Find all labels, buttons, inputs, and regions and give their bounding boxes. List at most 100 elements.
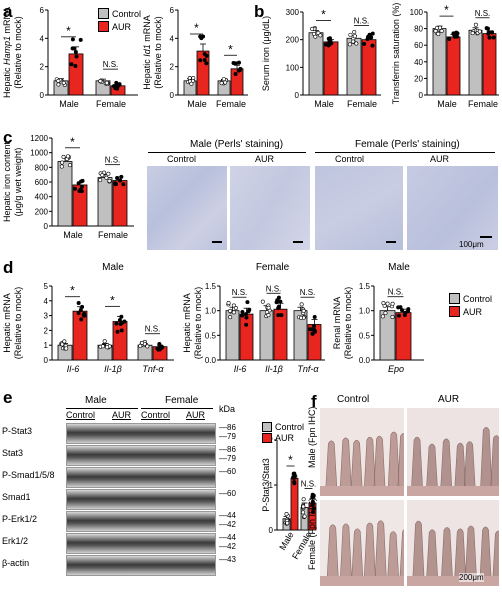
significance-label: N.S. <box>145 325 161 334</box>
data-point <box>381 301 386 306</box>
data-point <box>226 301 231 306</box>
data-point <box>396 313 401 318</box>
y-tick-label: 0 <box>44 222 49 231</box>
y-axis-label-part: Serum iron (μg/dL) <box>261 16 271 91</box>
data-point <box>73 64 78 69</box>
villus <box>386 531 400 586</box>
data-point <box>310 26 315 31</box>
bar-control-0 <box>308 32 324 96</box>
data-point <box>74 54 79 59</box>
y-tick-label: 0 <box>44 356 49 365</box>
data-point <box>80 304 85 309</box>
blot-band-strip <box>66 533 216 554</box>
significance-label: N.S. <box>300 288 316 297</box>
data-point <box>231 303 236 308</box>
category-label: Il-1β <box>104 364 122 374</box>
data-point <box>228 308 233 313</box>
data-point <box>65 154 70 159</box>
y-axis-label: Hepatic Id1 mRNA <box>142 15 152 90</box>
data-point <box>228 315 233 320</box>
y-tick-label: 40 <box>414 58 423 67</box>
data-point <box>347 42 352 47</box>
data-point <box>69 62 74 67</box>
ihc-villi-drawing <box>320 520 404 586</box>
ihc-header-control: Control <box>337 394 370 405</box>
data-point <box>310 327 315 332</box>
blot-kda-marker: —42 <box>219 542 236 551</box>
significance-label: N.S. <box>105 156 121 165</box>
blot-band-strip <box>66 423 216 444</box>
y-axis-label-part: Id1 <box>142 44 152 57</box>
data-point <box>79 184 84 189</box>
data-point <box>291 475 296 480</box>
villus <box>412 520 425 586</box>
blot-kda-marker: —86 <box>219 445 236 454</box>
y-axis-label-2: (Relative to mock) <box>193 287 203 360</box>
data-point <box>390 315 395 320</box>
data-point <box>311 493 316 498</box>
data-point <box>119 174 124 179</box>
bar-aur-0 <box>395 312 412 361</box>
y-tick-label: 3 <box>44 312 49 321</box>
data-point <box>276 304 281 309</box>
mucosa-base <box>320 486 404 496</box>
villus <box>363 436 377 496</box>
legend-ab: Control AUR <box>98 8 141 32</box>
data-point <box>398 305 403 310</box>
data-point <box>204 53 209 58</box>
villus <box>490 435 499 496</box>
blot-lane-2: AUR <box>112 410 132 420</box>
data-point <box>105 345 110 350</box>
significance-label: * <box>110 293 115 307</box>
y-tick-label: 0 <box>40 91 45 100</box>
blot-kda-marker: —44 <box>219 533 236 542</box>
significance-label: N.S. <box>232 288 248 297</box>
panel-letter-a: a <box>3 2 13 21</box>
data-point <box>399 308 404 313</box>
y-tick-label: 4 <box>170 34 175 43</box>
data-point <box>56 82 61 87</box>
bar-aur-1 <box>361 39 377 96</box>
y-tick-label: 0.5 <box>205 331 217 340</box>
data-point <box>198 58 203 63</box>
perls-scalebar-4 <box>480 236 492 238</box>
y-tick-label: 1.0 <box>359 307 371 316</box>
data-point <box>233 61 238 66</box>
data-point <box>403 310 408 315</box>
chart-title: Male <box>388 262 410 273</box>
data-point <box>118 178 123 183</box>
blot-lane-3: Control <box>141 410 171 420</box>
ihc-image-female-aur <box>407 500 499 586</box>
villus <box>492 530 499 586</box>
y-tick-label: 2 <box>170 63 175 72</box>
y-tick-label: 6 <box>40 6 45 15</box>
data-point <box>98 178 103 183</box>
panel-letter-e: e <box>3 388 13 407</box>
ihc-header-aur: AUR <box>438 394 460 405</box>
data-point <box>70 37 75 42</box>
blot-band-strip <box>66 467 216 488</box>
perls-label-2: AUR <box>255 154 275 164</box>
y-tick-label: 200 <box>35 207 49 216</box>
y-tick-label: 2 <box>40 63 45 72</box>
data-point <box>365 37 370 42</box>
blot-kda-marker: —43 <box>219 555 236 564</box>
legend-label-control: Control <box>112 8 142 19</box>
data-point <box>383 311 388 316</box>
data-point <box>238 66 243 71</box>
ihc-scalebar-label: 200μm <box>459 573 484 582</box>
panel-letter-d: d <box>3 258 14 277</box>
villus <box>339 437 353 496</box>
villus <box>479 526 492 586</box>
legend-label-aur: AUR <box>112 21 132 32</box>
data-point <box>61 80 66 85</box>
blot-kda-marker: —42 <box>219 520 236 529</box>
bar-aur-1 <box>273 308 288 361</box>
perls-label-4: AUR <box>430 154 450 164</box>
data-point <box>284 512 289 517</box>
data-point <box>244 315 249 320</box>
villus <box>439 438 453 496</box>
data-point <box>159 344 164 349</box>
data-point <box>78 308 83 313</box>
ihc-row-label-male: Male (Fpn IHC) <box>307 406 317 468</box>
